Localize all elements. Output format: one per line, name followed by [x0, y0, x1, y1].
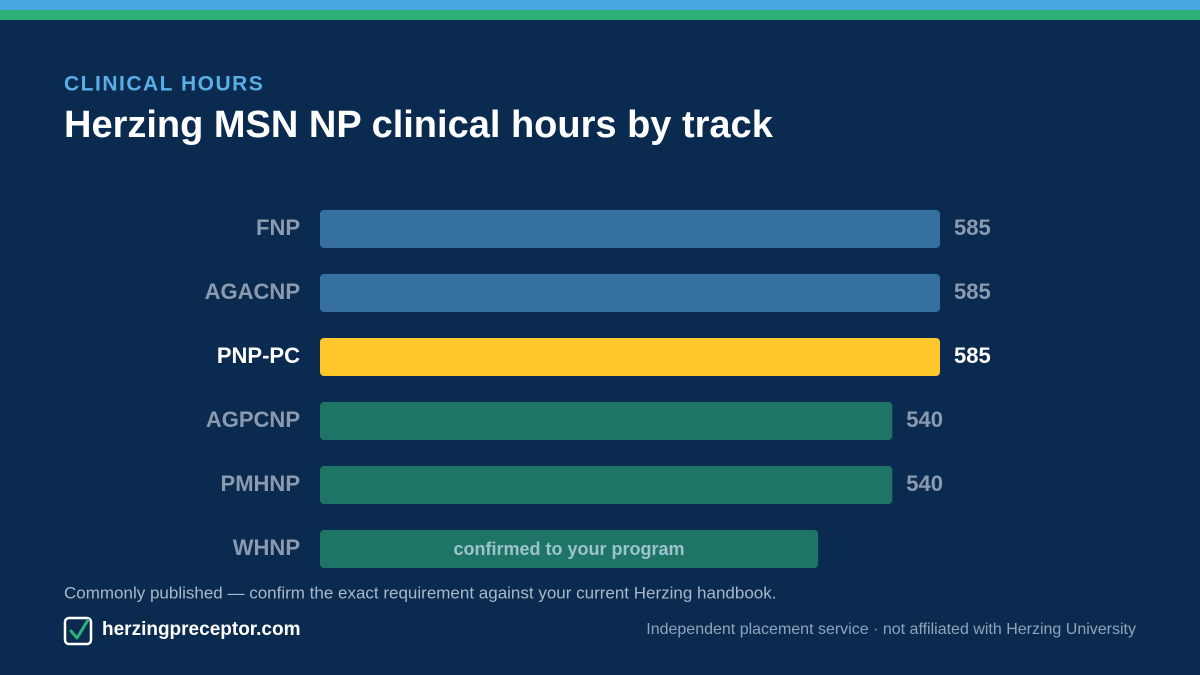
- category-label: PNP-PC: [217, 343, 300, 368]
- bar: [320, 466, 893, 504]
- bar: [320, 530, 819, 568]
- brand: herzingpreceptor.com: [102, 619, 301, 640]
- bar-annotation: confirmed to your program: [454, 539, 685, 559]
- top-stripe-blue: [0, 0, 1200, 10]
- value-label: 585: [954, 343, 991, 368]
- category-label: FNP: [256, 215, 300, 240]
- chart-title: Herzing MSN NP clinical hours by track: [64, 104, 774, 146]
- bar: [320, 402, 893, 440]
- value-label: 585: [954, 215, 991, 240]
- value-label: 585: [954, 279, 991, 304]
- value-label: 540: [906, 471, 943, 496]
- category-label: AGPCNP: [206, 407, 300, 432]
- category-label: AGACNP: [205, 279, 300, 304]
- eyebrow: CLINICAL HOURS: [64, 73, 264, 96]
- bar: [320, 338, 940, 376]
- brand-icon: [63, 616, 93, 646]
- bar: [320, 210, 940, 248]
- category-label: WHNP: [233, 535, 300, 560]
- top-stripe-green: [0, 10, 1200, 20]
- bar: [320, 274, 940, 312]
- value-label: 540: [906, 407, 943, 432]
- disclaimer: Independent placement service · not affi…: [646, 621, 1136, 638]
- footnote: Commonly published — confirm the exact r…: [64, 583, 776, 602]
- category-label: PMHNP: [221, 471, 300, 496]
